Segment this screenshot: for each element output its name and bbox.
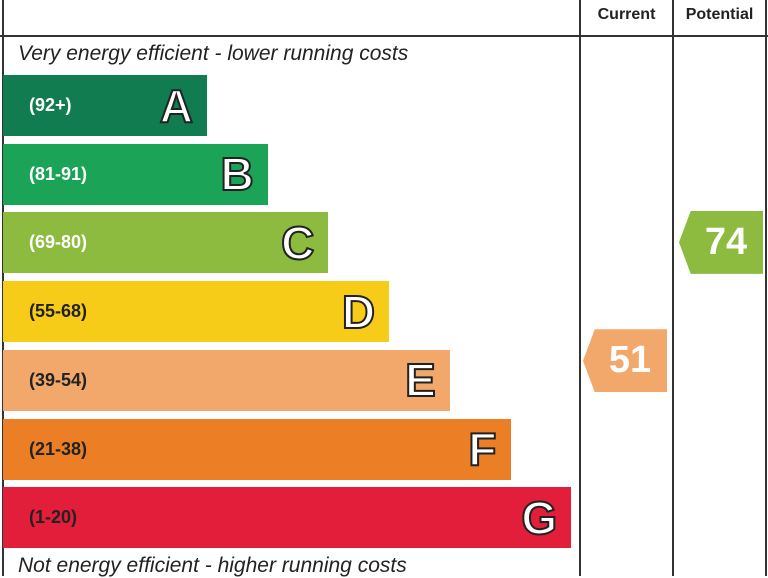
header-divider <box>0 35 768 37</box>
band-d: (55-68) D <box>3 281 390 343</box>
band-letter: B <box>219 147 254 201</box>
band-range: (21-38) <box>29 438 88 459</box>
top-note: Very energy efficient - lower running co… <box>18 42 409 65</box>
bottom-note: Not energy efficient - higher running co… <box>18 554 407 577</box>
current-column-header: Current <box>597 6 656 23</box>
potential-column-divider <box>672 0 674 576</box>
band-range: (81-91) <box>29 163 88 184</box>
band-letter: F <box>467 422 497 476</box>
band-e: (39-54) E <box>3 349 450 411</box>
band-range: (69-80) <box>29 232 88 253</box>
band-g: (1-20) G <box>3 487 572 549</box>
potential-rating-value: 74 <box>704 220 748 263</box>
current-rating-arrow: 51 <box>583 329 667 393</box>
band-range: (1-20) <box>29 507 78 528</box>
band-a: (92+) A <box>3 75 207 136</box>
band-c: (69-80) C <box>3 212 329 274</box>
potential-column-header: Potential <box>685 6 754 23</box>
band-range: (92+) <box>29 95 72 115</box>
right-border <box>765 0 767 576</box>
band-letter: A <box>159 79 194 133</box>
band-letter: E <box>404 353 437 407</box>
band-letter: D <box>341 285 376 339</box>
band-letter: C <box>280 216 315 270</box>
band-range: (55-68) <box>29 301 88 322</box>
potential-rating-arrow: 74 <box>679 210 763 274</box>
current-column-divider <box>579 0 581 576</box>
band-range: (39-54) <box>29 369 88 390</box>
band-b: (81-91) B <box>3 143 268 205</box>
current-rating-value: 51 <box>608 339 652 382</box>
band-f: (21-38) F <box>3 418 511 480</box>
band-letter: G <box>520 491 558 545</box>
